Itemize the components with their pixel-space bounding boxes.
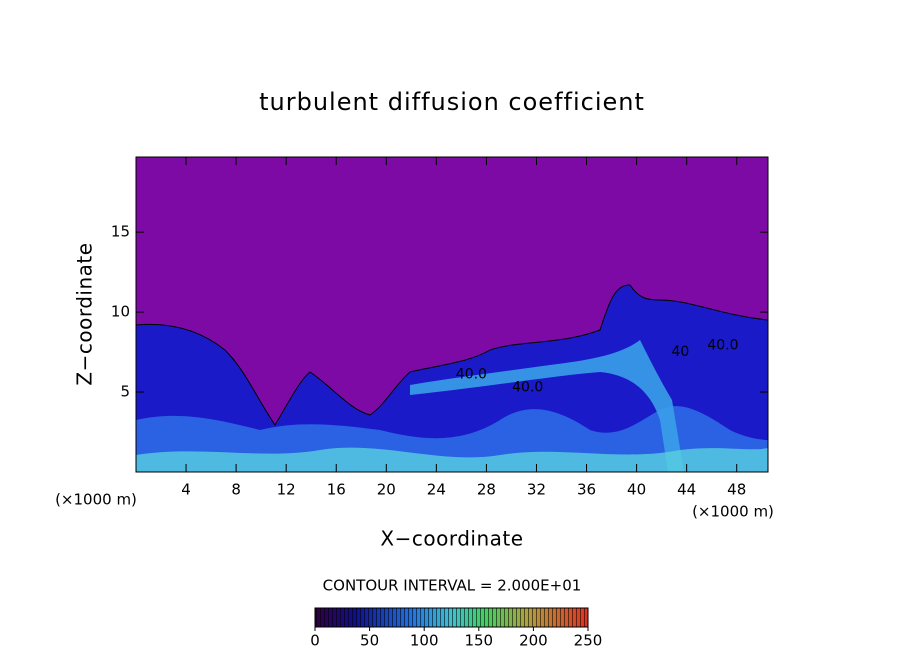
x-tick-label: 32: [527, 481, 546, 499]
x-tick-label: 40: [627, 481, 646, 499]
x-tick-label: 8: [231, 481, 241, 499]
x-tick-label: 16: [327, 481, 346, 499]
x-tick-label: 36: [577, 481, 596, 499]
y-axis-label: Z−coordinate: [73, 242, 97, 385]
plot-frame: [135, 156, 769, 473]
colorbar-tick-label: 200: [519, 632, 548, 650]
colorbar-tick-label: 250: [574, 632, 603, 650]
x-tick-label: 24: [427, 481, 446, 499]
field-plume: [410, 340, 684, 472]
x-axis-label: X−coordinate: [380, 527, 523, 551]
colorbar-tick-label: 100: [410, 632, 439, 650]
x-tick-label: 12: [277, 481, 296, 499]
x-tick-label: 48: [727, 481, 746, 499]
colorbar-tick-label: 0: [310, 632, 320, 650]
field: [136, 157, 768, 472]
x-tick-label: 28: [477, 481, 496, 499]
y-tick-label: 5: [120, 383, 130, 401]
x-unit-label: (×1000 m): [692, 503, 774, 521]
x-tick-label: 4: [181, 481, 191, 499]
y-tick-label: 15: [111, 223, 130, 241]
contour-label: 40: [671, 344, 689, 360]
chart-title: turbulent diffusion coefficient: [259, 88, 645, 116]
contour-label: 40.0: [512, 379, 543, 395]
contour-label: 40.0: [456, 366, 487, 382]
colorbar-tick-label: 150: [464, 632, 493, 650]
contour-interval: CONTOUR INTERVAL = 2.000E+01: [323, 577, 582, 595]
contour-label: 40.0: [707, 338, 738, 354]
y-tick-label: 10: [111, 303, 130, 321]
x-tick-label: 44: [677, 481, 696, 499]
field-near-surface: [136, 447, 768, 472]
colorbar-tick-label: 50: [360, 632, 379, 650]
x-tick-label: 20: [377, 481, 396, 499]
y-unit-label: (×1000 m): [55, 491, 137, 509]
colorbar-frame: [314, 607, 589, 628]
